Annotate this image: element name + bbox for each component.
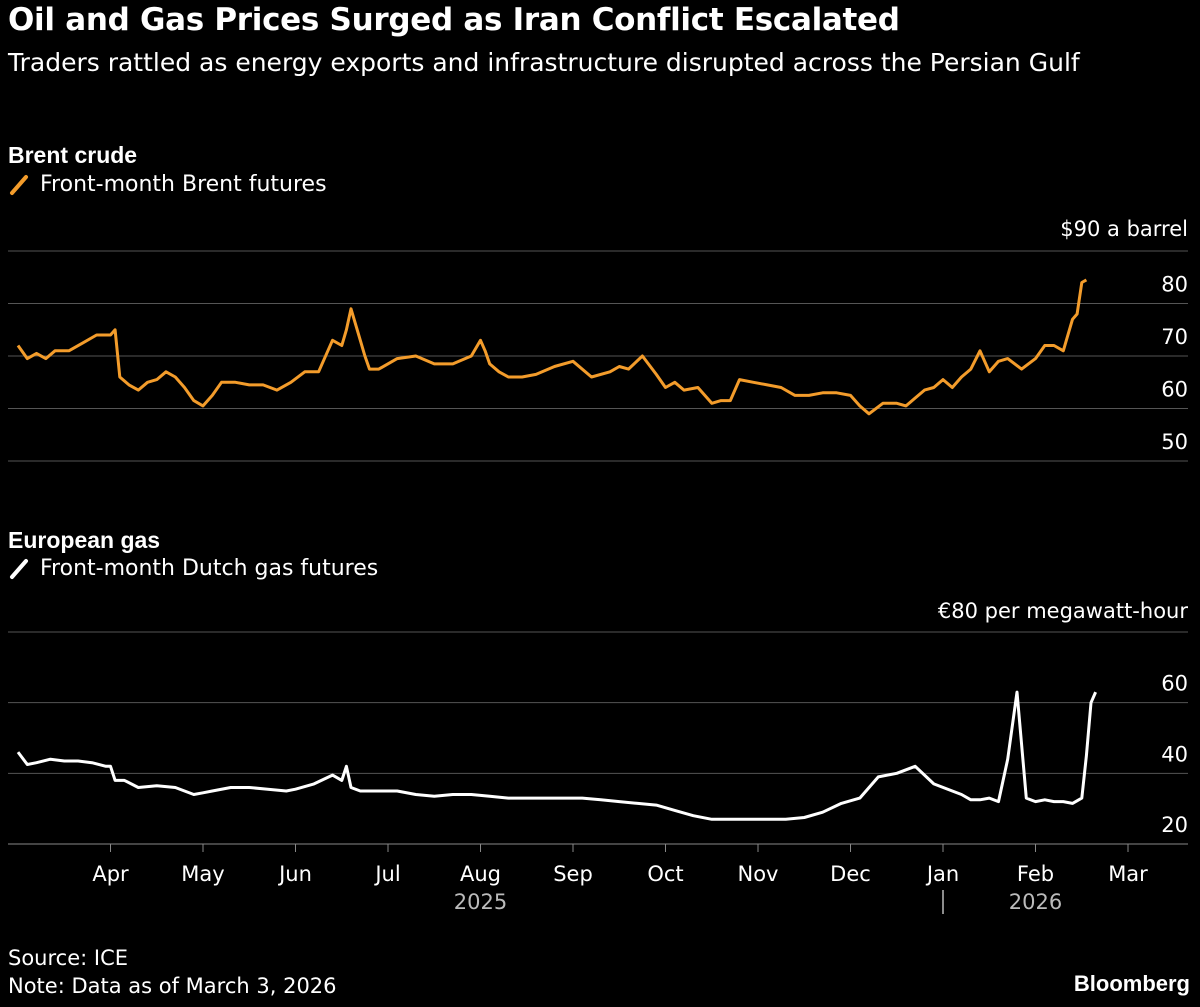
- brent-y-tick-label: 70: [1161, 325, 1188, 349]
- x-tick-label: Aug: [460, 862, 501, 886]
- bloomberg-logo: Bloomberg: [1073, 971, 1190, 996]
- gas-legend: Front-month Dutch gas futures: [8, 556, 378, 581]
- brent-legend-swatch-icon: [10, 174, 28, 195]
- gas-y-tick-label: 40: [1161, 742, 1188, 766]
- x-tick-label: Mar: [1108, 862, 1148, 886]
- gas-y-tick-labels: 20 40 60: [1161, 672, 1188, 837]
- brent-legend: Front-month Brent futures: [8, 172, 327, 197]
- gas-legend-swatch-icon: [10, 558, 28, 579]
- chart-subtitle: Traders rattled as energy exports and in…: [8, 48, 1080, 77]
- x-tick-label: May: [181, 862, 224, 886]
- brent-legend-label: Front-month Brent futures: [40, 172, 327, 197]
- x-tick-label: Feb: [1017, 862, 1054, 886]
- year-label: 2026: [1009, 890, 1062, 914]
- x-tick-label: Nov: [738, 862, 779, 886]
- brent-gridlines: [8, 250, 1188, 462]
- x-tick-label: Jan: [925, 862, 959, 886]
- gas-y-tick-label: 20: [1161, 813, 1188, 837]
- source-note: Source: ICE: [8, 946, 129, 970]
- brent-y-tick-label: 50: [1161, 430, 1188, 454]
- brent-y-tick-labels: 50 60 70 80: [1161, 273, 1188, 455]
- x-tick-label: Oct: [647, 862, 683, 886]
- brent-unit-label: $90 a barrel: [1060, 217, 1188, 241]
- x-tick-label: Jul: [373, 862, 400, 886]
- gas-unit-label: €80 per megawatt-hour: [937, 599, 1188, 623]
- brent-series-line: [16, 278, 1088, 416]
- x-tick-label: Apr: [92, 862, 129, 886]
- gas-y-tick-label: 60: [1161, 672, 1188, 696]
- x-axis: Apr May Jun Jul Aug Sep Oct Nov Dec Jan Feb Mar 2025…: [8, 843, 1188, 914]
- brent-y-tick-label: 80: [1161, 273, 1188, 297]
- year-label: 2025: [454, 890, 507, 914]
- brent-y-tick-label: 60: [1161, 378, 1188, 402]
- x-tick-label: Jun: [277, 862, 312, 886]
- x-tick-label: Sep: [553, 862, 593, 886]
- x-tick-label: Dec: [830, 862, 871, 886]
- gas-panel-title: European gas: [8, 527, 161, 553]
- data-note: Note: Data as of March 3, 2026: [8, 974, 337, 998]
- brent-panel-title: Brent crude: [8, 142, 138, 168]
- chart-title: Oil and Gas Prices Surged as Iran Confli…: [8, 2, 900, 38]
- gas-legend-label: Front-month Dutch gas futures: [40, 556, 379, 581]
- gas-series-line: [16, 690, 1097, 821]
